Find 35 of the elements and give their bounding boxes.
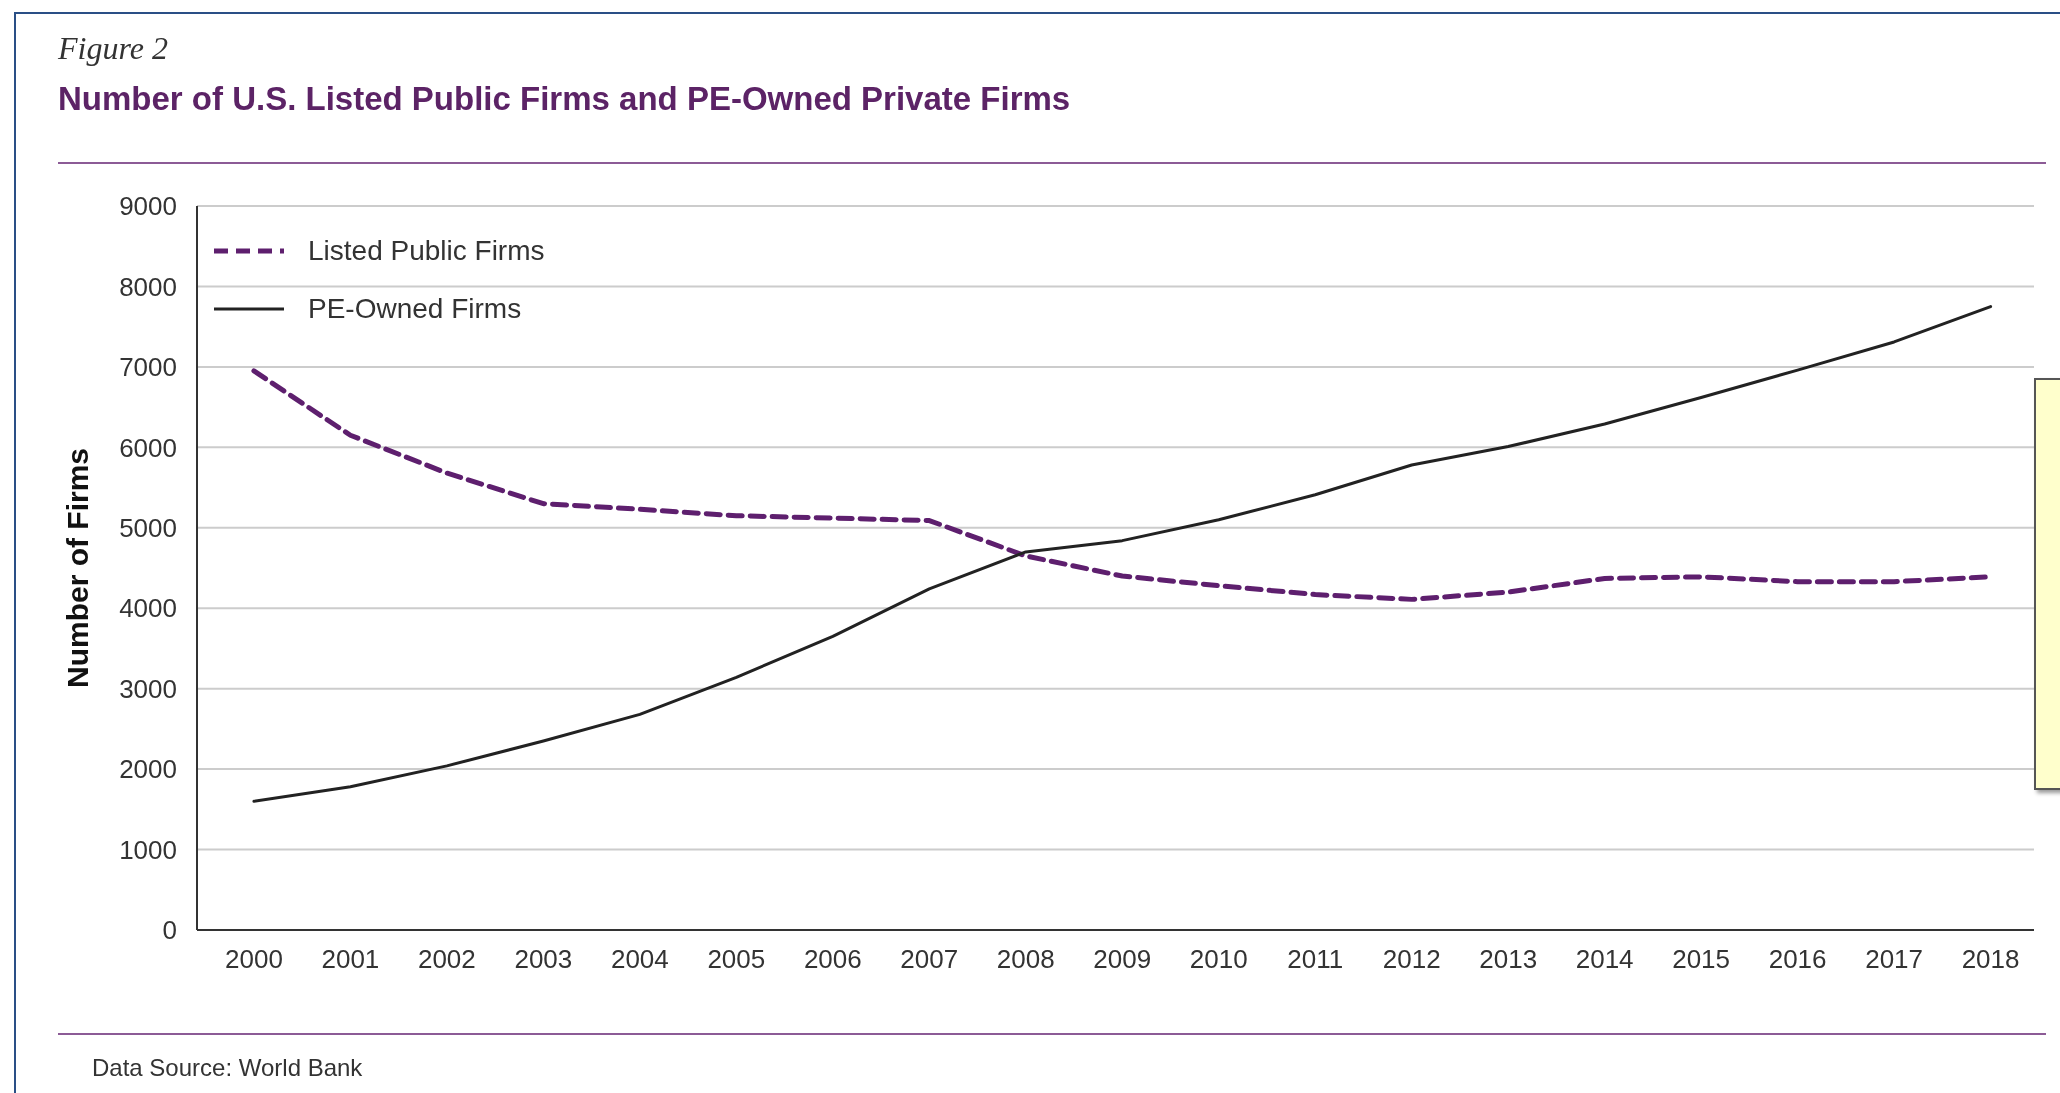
- x-tick-label: 2009: [1093, 944, 1152, 975]
- y-tick-label: 4000: [119, 593, 177, 624]
- x-tick-label: 2010: [1189, 944, 1248, 975]
- x-tick-label: 2006: [803, 944, 862, 975]
- y-tick-label: 9000: [119, 191, 177, 222]
- x-tick-label: 2005: [707, 944, 766, 975]
- x-tick-label: 2000: [225, 944, 283, 975]
- x-tick-label: 2001: [321, 944, 380, 975]
- y-tick-label: 8000: [119, 271, 177, 302]
- y-tick-label: 0: [162, 915, 177, 946]
- x-tick-label: 2011: [1287, 944, 1344, 975]
- x-tick-label: 2007: [900, 944, 959, 975]
- legend-label: PE-Owned Firms: [308, 293, 522, 325]
- x-tick-label: 2014: [1575, 944, 1634, 975]
- x-tick-label: 2015: [1672, 944, 1731, 975]
- x-tick-label: 2004: [610, 944, 669, 975]
- x-tick-label: 2002: [417, 944, 476, 975]
- y-tick-label: 7000: [119, 352, 177, 383]
- x-tick-label: 2016: [1768, 944, 1827, 975]
- x-tick-label: 2003: [514, 944, 573, 975]
- x-tick-label: 2008: [996, 944, 1055, 975]
- legend-label: Listed Public Firms: [308, 235, 545, 267]
- y-tick-label: 6000: [119, 432, 177, 463]
- x-tick-label: 2018: [1961, 944, 2020, 975]
- chart-title: Number of U.S. Listed Public Firms and PE-Owned Private Firms: [58, 80, 1071, 118]
- y-axis-title: Number of Firms: [60, 447, 94, 689]
- caption: Figure 2: [58, 30, 168, 67]
- y-tick-label: 5000: [119, 513, 177, 544]
- x-tick-label: 2012: [1382, 944, 1441, 975]
- y-tick-label: 3000: [119, 673, 177, 704]
- source-note: Data Source: World Bank: [92, 1054, 363, 1082]
- y-tick-label: 1000: [119, 834, 177, 865]
- x-tick-label: 2013: [1479, 944, 1538, 975]
- x-tick-label: 2017: [1865, 944, 1924, 975]
- y-tick-label: 2000: [119, 754, 177, 785]
